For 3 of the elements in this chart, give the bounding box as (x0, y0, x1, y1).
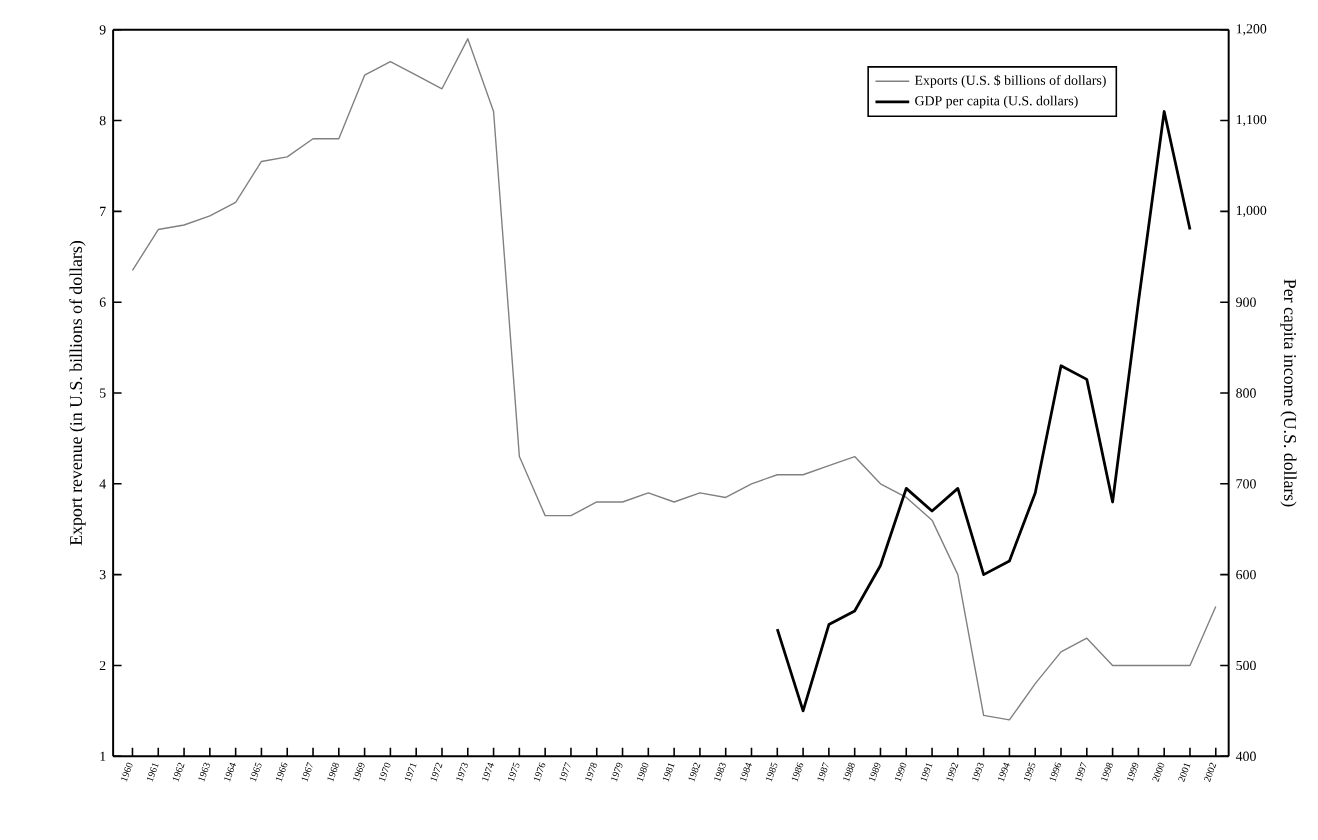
line-series (775, 110, 1192, 713)
y-axis-title: Export revenue (in U.S. billions of dollars) (69, 241, 86, 546)
y2-axis-title: Per capita income (U.S. dollars) (1280, 279, 1297, 507)
